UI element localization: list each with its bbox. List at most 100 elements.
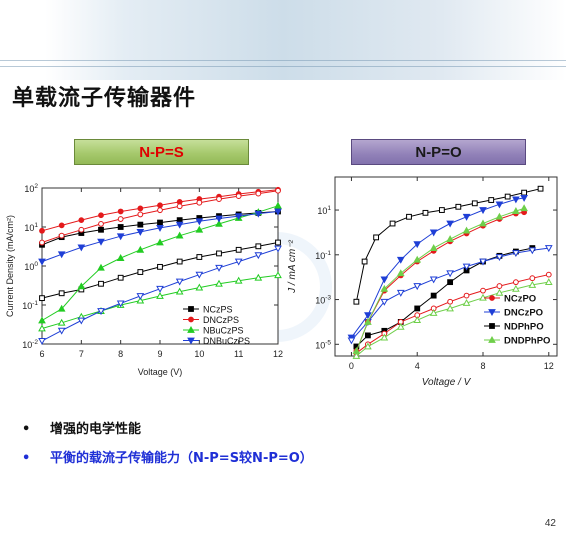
header-band xyxy=(0,0,566,80)
data-point xyxy=(414,305,421,312)
data-point xyxy=(117,208,124,215)
data-point xyxy=(77,317,86,325)
data-point xyxy=(396,289,405,297)
data-point xyxy=(196,199,203,206)
data-point xyxy=(364,317,372,325)
series-line xyxy=(355,207,525,352)
data-point xyxy=(234,276,243,284)
data-point xyxy=(528,280,537,288)
data-point xyxy=(495,201,504,209)
data-point xyxy=(446,270,454,278)
data-point xyxy=(255,190,262,197)
tag-npo: N-P=O xyxy=(351,139,526,165)
legend-item: DNCzPO xyxy=(484,308,543,319)
data-point xyxy=(137,269,144,275)
x-tick-label: 7 xyxy=(79,349,84,359)
x-axis-label: Voltage / V xyxy=(422,377,472,388)
slide-title: 单载流子传输器件 xyxy=(12,86,197,111)
data-point xyxy=(97,263,105,271)
y-tick-label: 101 xyxy=(317,205,331,216)
data-point xyxy=(116,300,125,308)
data-point xyxy=(136,293,145,301)
data-point xyxy=(545,271,552,278)
data-point xyxy=(136,245,145,253)
data-point xyxy=(175,278,184,286)
data-point xyxy=(136,296,145,304)
data-point xyxy=(520,194,528,202)
data-point xyxy=(57,251,66,259)
data-point xyxy=(57,304,66,312)
y-tick-label: 10-2 xyxy=(22,339,38,350)
data-point xyxy=(479,293,487,301)
data-point xyxy=(274,271,282,279)
tag-nps: N-P=S xyxy=(74,139,249,165)
data-point xyxy=(235,246,242,253)
legend-label: NCzPO xyxy=(504,294,536,305)
data-point xyxy=(488,197,495,203)
data-point xyxy=(274,245,282,253)
data-point xyxy=(495,288,504,296)
data-point xyxy=(479,207,487,215)
data-point xyxy=(97,308,105,316)
data-point xyxy=(380,298,389,306)
y-tick-label: 10-3 xyxy=(315,295,331,306)
data-point xyxy=(235,193,242,199)
data-point xyxy=(136,228,145,236)
data-point xyxy=(58,232,65,239)
plot-frame xyxy=(334,176,558,357)
bullet-1-text: 增强的电学性能 xyxy=(50,422,142,437)
data-point xyxy=(175,287,184,295)
data-point xyxy=(156,285,164,293)
data-point xyxy=(275,239,281,246)
series-nczps-open xyxy=(39,239,281,302)
data-point xyxy=(373,234,380,241)
data-point xyxy=(364,332,371,339)
data-point xyxy=(175,221,184,229)
data-point xyxy=(512,279,519,286)
bullet-marker: • xyxy=(22,451,31,466)
data-point xyxy=(446,235,454,243)
data-point xyxy=(352,351,361,359)
data-point xyxy=(422,209,429,216)
data-point xyxy=(364,342,372,350)
legend-item: DNCzPS xyxy=(183,315,239,325)
data-point xyxy=(176,258,183,265)
data-point xyxy=(512,196,520,204)
data-point xyxy=(175,231,184,239)
x-tick-label: 8 xyxy=(118,349,123,359)
data-point xyxy=(429,276,438,284)
data-point xyxy=(537,185,544,192)
data-point xyxy=(413,255,422,263)
data-point xyxy=(38,324,46,332)
data-point xyxy=(380,284,389,292)
data-point xyxy=(361,258,368,265)
y-tick-label: 101 xyxy=(24,222,38,233)
data-point xyxy=(116,254,125,261)
legend-item: NBuCzPS xyxy=(183,326,244,336)
data-point xyxy=(446,220,454,228)
data-point xyxy=(216,250,222,257)
data-point xyxy=(495,254,504,261)
x-tick-label: 10 xyxy=(194,349,204,359)
data-point xyxy=(117,224,124,230)
data-point xyxy=(364,312,372,320)
data-point xyxy=(274,201,282,209)
x-tick-label: 12 xyxy=(273,349,283,359)
data-point xyxy=(97,238,105,246)
legend-swatch-marker xyxy=(489,323,495,329)
legend-swatch-marker xyxy=(489,295,495,301)
data-point xyxy=(255,243,262,250)
x-tick-label: 4 xyxy=(415,361,420,371)
data-point xyxy=(39,227,45,234)
data-point xyxy=(438,207,445,213)
legend-label: NCzPS xyxy=(203,305,233,315)
x-tick-label: 12 xyxy=(544,361,554,371)
legend-label: DNCzPS xyxy=(203,315,239,325)
data-point xyxy=(413,283,422,291)
data-point xyxy=(528,247,537,255)
series-dnbuczps-filled xyxy=(38,208,282,266)
data-point xyxy=(521,189,528,196)
data-point xyxy=(429,244,438,251)
data-point xyxy=(157,219,163,226)
